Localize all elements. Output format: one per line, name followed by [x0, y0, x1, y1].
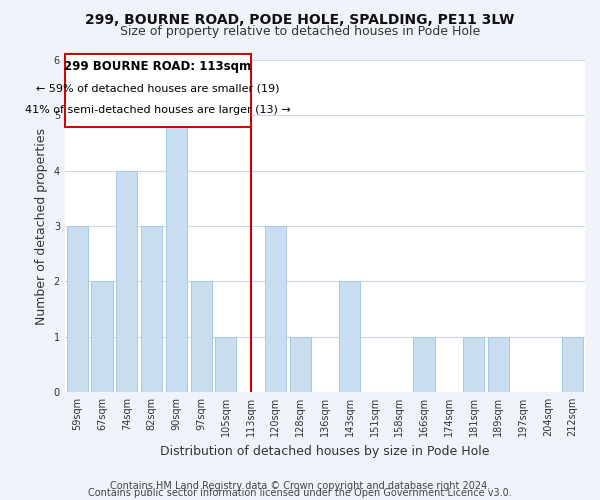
Text: 299 BOURNE ROAD: 113sqm: 299 BOURNE ROAD: 113sqm [64, 60, 251, 73]
Text: Contains HM Land Registry data © Crown copyright and database right 2024.: Contains HM Land Registry data © Crown c… [110, 481, 490, 491]
Bar [91, 282, 113, 392]
Text: 299, BOURNE ROAD, PODE HOLE, SPALDING, PE11 3LW: 299, BOURNE ROAD, PODE HOLE, SPALDING, P… [85, 12, 515, 26]
Text: Contains public sector information licensed under the Open Government Licence v3: Contains public sector information licen… [88, 488, 512, 498]
Text: 41% of semi-detached houses are larger (13) →: 41% of semi-detached houses are larger (… [25, 105, 290, 115]
Bar [290, 336, 311, 392]
Bar [215, 336, 236, 392]
Y-axis label: Number of detached properties: Number of detached properties [35, 128, 48, 324]
Bar [67, 226, 88, 392]
FancyBboxPatch shape [65, 54, 251, 127]
Bar [191, 282, 212, 392]
Bar [339, 282, 360, 392]
Bar [562, 336, 583, 392]
X-axis label: Distribution of detached houses by size in Pode Hole: Distribution of detached houses by size … [160, 444, 490, 458]
Bar [413, 336, 434, 392]
Bar [265, 226, 286, 392]
Bar [488, 336, 509, 392]
Text: ← 59% of detached houses are smaller (19): ← 59% of detached houses are smaller (19… [36, 84, 280, 94]
Bar [166, 116, 187, 392]
Bar [116, 171, 137, 392]
Bar [463, 336, 484, 392]
Bar [141, 226, 162, 392]
Text: Size of property relative to detached houses in Pode Hole: Size of property relative to detached ho… [120, 25, 480, 38]
